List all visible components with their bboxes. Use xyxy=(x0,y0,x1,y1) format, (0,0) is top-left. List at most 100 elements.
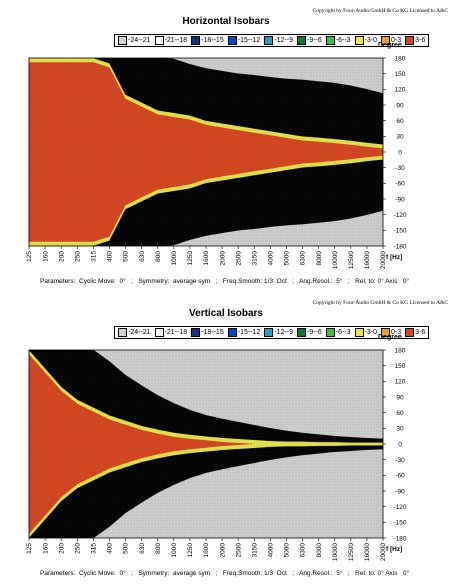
x-tick-label: 125 xyxy=(26,251,33,262)
y-tick-label: -180 xyxy=(393,535,406,542)
copyright-note: Copyright by Four-Audio GmbH & Co KG Lic… xyxy=(312,300,448,306)
y-tick-label: -90 xyxy=(395,488,405,495)
x-tick-label: 2000 xyxy=(219,251,226,266)
legend-swatch xyxy=(118,36,127,45)
legend-swatch xyxy=(405,328,415,337)
isobar-plot: 180 150 120 90 60 30 0 -30 -60 -90 -120 -150 -180 125… xyxy=(26,55,407,269)
legend-item: -15--12 xyxy=(227,36,260,45)
legend-item: -12--9 xyxy=(264,36,293,45)
y-tick-label: 90 xyxy=(396,394,404,401)
y-tick-label: 120 xyxy=(395,379,406,386)
legend-swatch xyxy=(381,36,391,45)
legend-item: -15--12 xyxy=(227,328,260,337)
x-tick-label: 3150 xyxy=(251,251,258,266)
legend-label: 0-3 xyxy=(391,37,402,44)
x-tick-label: 16000 xyxy=(364,543,371,561)
legend-label: -24--21 xyxy=(128,329,151,336)
y-tick-label: -90 xyxy=(395,196,405,203)
x-tick-label: 2000 xyxy=(219,543,226,558)
y-tick-label: -150 xyxy=(393,228,406,235)
x-tick-label: 800 xyxy=(155,543,162,554)
legend-swatch xyxy=(297,328,306,337)
x-tick-label: 20000 xyxy=(380,251,387,269)
legend-item: -24--21 xyxy=(118,328,151,337)
x-tick-label: 315 xyxy=(91,251,98,262)
legend-swatch xyxy=(264,36,274,45)
legend-item: 0-3 xyxy=(381,36,401,45)
y-tick-label: -30 xyxy=(395,165,405,172)
legend-label: -21--18 xyxy=(164,37,188,44)
x-tick-label: 315 xyxy=(91,543,98,554)
x-tick-label: 1600 xyxy=(203,251,210,266)
x-tick-label: 250 xyxy=(74,251,81,262)
legend-swatch xyxy=(354,36,364,45)
parameters-line: Parameters: Cyclic Move: 0° ; Symmetry: … xyxy=(40,570,410,577)
legend-item: -9--6 xyxy=(297,328,322,337)
legend-swatch xyxy=(264,328,274,337)
legend-item: -12--9 xyxy=(264,328,293,337)
horizontal-isobars-panel: Copyright by Four-Audio GmbH & Co KG Lic… xyxy=(26,8,448,285)
legend-label: -12--9 xyxy=(274,329,293,336)
y-tick-label: 0 xyxy=(398,149,402,156)
legend-label: -9--6 xyxy=(307,37,322,44)
legend-item: 0-3 xyxy=(381,328,401,337)
legend-swatch xyxy=(381,328,391,337)
x-tick-label: 1000 xyxy=(171,543,178,558)
legend-item: -9--6 xyxy=(297,36,322,45)
copyright-note: Copyright by Four-Audio GmbH & Co KG Lic… xyxy=(312,8,448,14)
legend-label: -3-0 xyxy=(364,37,378,44)
legend-label: -12--9 xyxy=(274,37,293,44)
legend-swatch xyxy=(191,328,201,337)
legend-label: 3-6 xyxy=(415,37,426,44)
parameters-line: Parameters: Cyclic Move: 0° ; Symmetry: … xyxy=(40,278,410,285)
legend-swatch xyxy=(325,328,335,337)
legend-item: -21--18 xyxy=(154,36,188,45)
legend: -24--21 -21--18 -18--15 -15--12 -12--9 -9--6 -… xyxy=(114,34,430,47)
y-tick-label: 180 xyxy=(395,347,406,354)
legend-swatch xyxy=(191,36,201,45)
y-tick-label: -30 xyxy=(395,457,405,464)
legend-label: -6--3 xyxy=(335,37,351,44)
y-axis-title: Degree xyxy=(378,334,402,341)
legend-item: -18--15 xyxy=(191,36,224,45)
legend-label: -21--18 xyxy=(164,329,188,336)
legend-item: -24--21 xyxy=(118,36,151,45)
legend-swatch xyxy=(325,36,335,45)
x-tick-label: 3150 xyxy=(251,543,258,558)
y-tick-label: -60 xyxy=(395,473,405,480)
legend-label: 3-6 xyxy=(415,329,426,336)
x-tick-label: 500 xyxy=(123,251,130,262)
legend-swatch xyxy=(297,36,306,45)
y-tick-label: 60 xyxy=(396,118,404,125)
x-tick-label: 200 xyxy=(58,251,65,262)
x-tick-label: 10000 xyxy=(332,251,339,269)
y-tick-label: 0 xyxy=(398,441,402,448)
x-tick-label: 800 xyxy=(155,251,162,262)
y-tick-label: 30 xyxy=(396,134,404,141)
legend-swatch xyxy=(118,328,127,337)
legend-swatch xyxy=(354,328,364,337)
x-tick-label: 12500 xyxy=(348,251,355,269)
x-tick-label: 12500 xyxy=(348,543,355,561)
x-tick-label: 200 xyxy=(58,543,65,554)
x-axis-title: f [Hz] xyxy=(386,546,402,553)
x-tick-label: 2500 xyxy=(235,543,242,558)
y-tick-label: -120 xyxy=(393,212,406,219)
legend-label: -18--15 xyxy=(201,329,224,336)
legend: -24--21 -21--18 -18--15 -15--12 -12--9 -9--6 -… xyxy=(114,326,430,339)
legend-swatch xyxy=(405,36,415,45)
legend-item: 3-6 xyxy=(405,328,425,337)
y-tick-label: -150 xyxy=(393,520,406,527)
x-tick-label: 5000 xyxy=(284,543,291,558)
legend-swatch xyxy=(227,328,237,337)
x-tick-label: 1600 xyxy=(203,543,210,558)
x-tick-label: 6300 xyxy=(300,251,307,266)
legend-item: -6--3 xyxy=(325,328,351,337)
contour-core xyxy=(29,354,383,534)
x-tick-label: 400 xyxy=(107,543,114,554)
x-axis-title: f [Hz] xyxy=(386,254,402,261)
x-tick-label: 500 xyxy=(123,543,130,554)
legend-label: -6--3 xyxy=(335,329,351,336)
legend-label: -3-0 xyxy=(364,329,378,336)
legend-swatch xyxy=(154,36,164,45)
